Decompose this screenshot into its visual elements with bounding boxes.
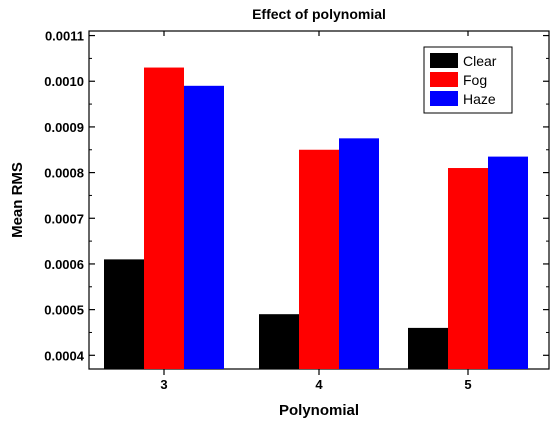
y-tick-label: 0.0005 xyxy=(44,303,84,318)
legend-label-haze: Haze xyxy=(463,91,496,107)
bar-haze-3 xyxy=(184,85,224,369)
bar-clear-5 xyxy=(408,327,448,369)
bar-fog-3 xyxy=(144,67,184,370)
chart-title: Effect of polynomial xyxy=(252,6,386,22)
x-tick-label: 5 xyxy=(464,377,471,392)
legend-swatch-fog xyxy=(430,72,458,87)
y-tick-label: 0.0009 xyxy=(44,120,84,135)
y-axis-label: Mean RMS xyxy=(9,162,26,238)
legend-swatch-haze xyxy=(430,91,458,106)
bars-group xyxy=(104,67,528,370)
legend: Clear Fog Haze xyxy=(423,46,513,114)
legend-swatch-clear xyxy=(430,53,458,68)
bar-haze-5 xyxy=(488,156,528,369)
x-axis: 3 4 5 xyxy=(160,31,472,392)
x-tick-label: 4 xyxy=(315,377,323,392)
bar-haze-4 xyxy=(339,138,379,369)
y-tick-label: 0.0010 xyxy=(44,74,84,89)
bar-clear-3 xyxy=(104,259,144,369)
bar-fog-4 xyxy=(299,149,339,369)
y-tick-label: 0.0006 xyxy=(44,257,84,272)
x-axis-label: Polynomial xyxy=(279,402,359,419)
bar-fog-5 xyxy=(448,168,488,369)
y-axis: 0.0004 0.0005 0.0006 0.0007 0.0008 0.0009 0.00… xyxy=(44,29,549,363)
y-tick-label: 0.0004 xyxy=(44,348,85,363)
bar-clear-4 xyxy=(259,314,299,369)
y-tick-label: 0.0008 xyxy=(44,166,84,181)
legend-label-fog: Fog xyxy=(463,72,487,88)
x-tick-label: 3 xyxy=(160,377,167,392)
y-tick-label: 0.0007 xyxy=(44,211,84,226)
legend-label-clear: Clear xyxy=(463,53,497,69)
y-tick-label: 0.0011 xyxy=(45,29,84,44)
